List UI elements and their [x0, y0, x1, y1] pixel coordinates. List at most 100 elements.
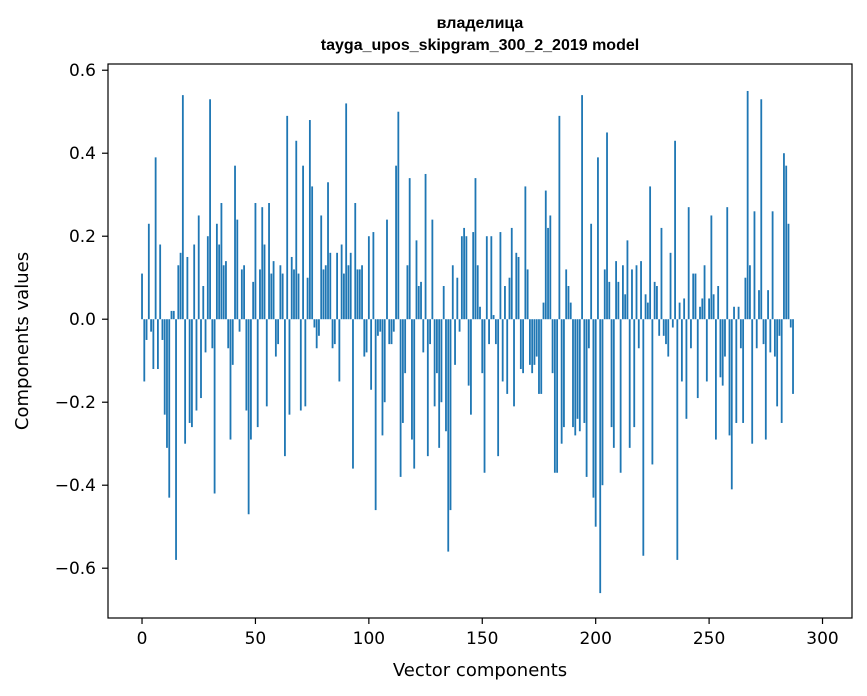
bar [211, 319, 214, 349]
bar [533, 319, 536, 365]
bar [646, 302, 649, 320]
bar [719, 319, 722, 378]
bar [778, 319, 781, 336]
chart-subtitle: tayga_upos_skipgram_300_2_2019 model [321, 37, 639, 54]
bar [406, 265, 409, 320]
bar [751, 319, 754, 444]
bar [624, 294, 627, 320]
bar [758, 290, 760, 320]
y-tick-label: 0.0 [69, 310, 96, 330]
bar [202, 286, 205, 320]
bar [288, 319, 291, 415]
bar [234, 165, 236, 320]
bar [370, 319, 373, 390]
bar [524, 186, 527, 320]
bar [163, 319, 166, 415]
bar [776, 319, 779, 407]
bar [787, 223, 790, 320]
bar [268, 203, 270, 320]
bar [347, 265, 350, 320]
bar [792, 319, 794, 394]
bar [619, 319, 622, 473]
bar [597, 157, 599, 320]
bar [553, 319, 556, 473]
bar [572, 319, 574, 428]
bar [633, 319, 636, 428]
bar [270, 273, 273, 320]
bar [637, 319, 640, 349]
y-tick-label: −0.4 [55, 476, 96, 496]
bar [433, 319, 436, 407]
bar [220, 203, 223, 320]
bar [159, 244, 162, 320]
bar [358, 269, 361, 320]
bar [542, 302, 545, 320]
bar [576, 319, 579, 419]
bar [515, 252, 518, 320]
bar [184, 319, 187, 444]
bar [181, 95, 184, 320]
bar [381, 319, 384, 436]
bar [592, 319, 595, 498]
bar [717, 286, 720, 320]
bar [345, 103, 348, 320]
bar [195, 319, 198, 411]
bar [324, 265, 327, 320]
bar [250, 319, 252, 440]
bar [574, 319, 577, 436]
bar [653, 281, 656, 320]
bar [243, 265, 245, 320]
bar [735, 319, 738, 423]
bar [209, 99, 211, 320]
bar [508, 277, 511, 320]
bar [712, 294, 715, 320]
bar [662, 319, 665, 336]
bar [749, 265, 751, 320]
bar [687, 207, 690, 320]
bar [526, 269, 529, 320]
bar [170, 310, 173, 320]
bar [517, 256, 520, 320]
bar [656, 286, 658, 320]
bar [390, 319, 393, 345]
bar [401, 319, 404, 423]
bar [560, 319, 563, 444]
bar [465, 236, 468, 320]
bar [685, 319, 688, 419]
bar [715, 319, 717, 440]
bar [626, 240, 629, 320]
bar [318, 319, 320, 336]
bar [649, 186, 652, 320]
bar [549, 215, 552, 320]
bar [640, 261, 642, 320]
bar [395, 165, 397, 320]
bar [154, 157, 157, 320]
bar [299, 319, 302, 411]
bar [676, 319, 679, 560]
bar [764, 319, 767, 440]
bar [651, 319, 654, 465]
bar [161, 319, 164, 340]
bar [415, 240, 418, 320]
bar [733, 306, 735, 320]
bar [506, 319, 509, 394]
bar [367, 236, 370, 320]
bar [674, 140, 676, 320]
bar [426, 319, 429, 457]
bar [456, 277, 459, 320]
bar [340, 244, 343, 320]
bar [231, 319, 234, 365]
bar [322, 269, 325, 320]
bar [445, 319, 447, 432]
y-axis: −0.6 −0.4 −0.2 0.0 0.2 0.4 0.6 [55, 61, 108, 579]
bar [472, 232, 475, 320]
bar [197, 215, 200, 320]
x-tick-label: 300 [806, 629, 838, 649]
x-tick-label: 150 [466, 629, 498, 649]
bar [690, 319, 692, 349]
bar [297, 273, 300, 320]
bar [247, 319, 250, 515]
bar [622, 265, 624, 320]
bar [744, 277, 747, 320]
bar [578, 319, 581, 432]
